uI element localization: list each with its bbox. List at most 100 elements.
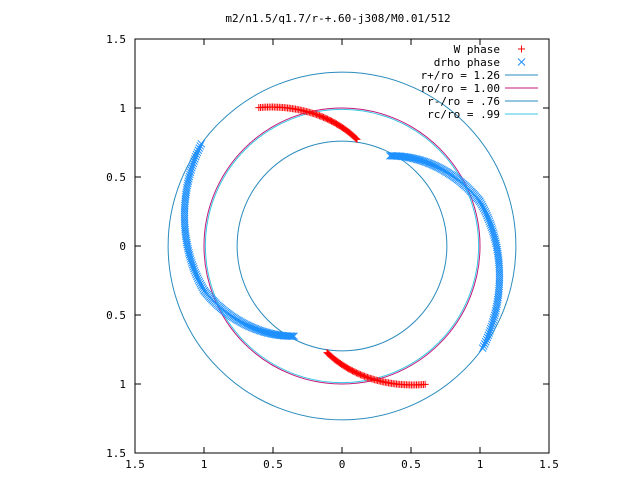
drho-phase-point <box>417 156 426 165</box>
x-tick-label: 1.5 <box>539 458 559 471</box>
drho-phase-point <box>254 326 263 334</box>
drho-phase-point <box>255 326 264 335</box>
drho-phase-point <box>424 159 433 167</box>
drho-phase-point <box>187 163 196 172</box>
drho-phase-point <box>421 158 430 166</box>
drho-phase-point <box>483 333 492 342</box>
y-tick-label: 1.5 <box>106 33 126 46</box>
drho-phase-point <box>420 157 429 166</box>
y-tick-label: 0.5 <box>106 309 126 322</box>
drho-phase-point <box>183 179 192 188</box>
reference-circles <box>167 71 517 421</box>
drho-phase-point <box>184 177 193 185</box>
x-tick-label: 1.5 <box>125 458 145 471</box>
drho-phase-point <box>475 197 484 206</box>
x-tick-label: 1 <box>477 458 484 471</box>
drho-phase-point <box>196 142 205 150</box>
drho-phase-point <box>492 302 501 311</box>
drho-phase-point <box>193 148 202 157</box>
drho-phase-point <box>189 159 198 168</box>
drho-phase-point <box>196 279 205 288</box>
drho-phase-point <box>187 166 196 174</box>
drho-phase-point <box>427 160 436 169</box>
drho-phase-point <box>419 157 427 165</box>
drho-phase-point <box>430 161 438 170</box>
w-phase-point <box>311 110 319 118</box>
w-phase-point <box>518 45 525 53</box>
drho-phase-point <box>194 146 203 155</box>
drho-phase-point <box>480 206 489 214</box>
drho-phase-point <box>191 152 200 161</box>
drho-phase-point <box>480 340 489 348</box>
drho-phase-point <box>246 322 254 331</box>
w-phase-series <box>255 103 429 389</box>
drho-phase-point <box>190 157 198 166</box>
x-tick-label: 0.5 <box>401 458 421 471</box>
drho-phase-point <box>517 58 526 66</box>
w-phase-point <box>362 373 370 381</box>
drho-phase-point <box>198 283 207 292</box>
drho-phase-point <box>486 324 495 333</box>
drho-phase-point <box>197 139 206 148</box>
drho-phase-point <box>190 155 199 163</box>
w-phase-point <box>352 135 360 143</box>
x-tick-label: 0 <box>339 458 346 471</box>
drho-phase-point <box>188 161 197 170</box>
drho-phase-point <box>195 278 204 286</box>
drho-phase-point <box>478 202 487 211</box>
drho-phase-point <box>482 335 491 344</box>
drho-phase-point <box>491 309 500 317</box>
drho-phase-point <box>199 285 208 293</box>
drho-phase-point <box>185 172 194 181</box>
drho-phase-point <box>248 323 257 332</box>
y-tick-label: 0.5 <box>106 171 126 184</box>
drho-phase-point <box>490 313 498 322</box>
drho-phase-point <box>194 276 203 284</box>
axis-ticks: 1.5 1 0.5 0 0.5 1 1.51.510.500.511.5 <box>106 33 559 471</box>
drho-phase-point <box>184 175 193 183</box>
drho-phase-point <box>487 322 496 331</box>
drho-phase-point <box>259 327 268 336</box>
drho-phase-series <box>180 139 504 353</box>
drho-phase-point <box>490 311 499 320</box>
legend-label: ro/ro = 1.00 <box>421 82 500 95</box>
drho-phase-point <box>200 286 209 295</box>
legend-label: r-/ro = .76 <box>427 95 500 108</box>
drho-phase-point <box>195 144 204 152</box>
drho-phase-point <box>250 324 258 333</box>
drho-phase-point <box>476 199 485 207</box>
drho-phase-point <box>252 325 261 334</box>
drho-phase-point <box>247 323 256 332</box>
legend-label: rc/ro = .99 <box>427 108 500 121</box>
y-tick-label: 1 <box>119 102 126 115</box>
reference-circle <box>203 107 481 385</box>
drho-phase-point <box>251 325 260 333</box>
drho-phase-point <box>416 156 425 165</box>
drho-phase-point <box>492 304 501 313</box>
reference-circle <box>236 140 448 352</box>
drho-phase-point <box>426 159 434 168</box>
drho-phase-point <box>481 208 490 216</box>
reference-circle <box>204 108 480 384</box>
x-tick-label: 0.5 <box>263 458 283 471</box>
drho-phase-point <box>183 181 192 190</box>
y-tick-label: 1 <box>119 378 126 391</box>
drho-phase-point <box>491 307 500 315</box>
drho-phase-point <box>192 150 201 159</box>
legend-label: r+/ro = 1.26 <box>421 69 500 82</box>
chart-title: m2/n1.5/q1.7/r-+.60-j308/M0.01/512 <box>225 12 450 25</box>
y-tick-label: 1.5 <box>106 447 126 460</box>
drho-phase-point <box>477 200 486 209</box>
drho-phase-point <box>488 318 497 326</box>
y-tick-label: 0 <box>119 240 126 253</box>
drho-phase-point <box>484 331 493 340</box>
drho-phase-point <box>423 158 432 167</box>
drho-phase-point <box>186 168 195 177</box>
drho-phase-point <box>257 327 265 335</box>
legend-label: drho phase <box>434 56 500 69</box>
drho-phase-point <box>478 344 487 353</box>
drho-phase-point <box>481 337 490 346</box>
legend-label: W phase <box>454 43 500 56</box>
drho-phase-point <box>479 204 488 213</box>
